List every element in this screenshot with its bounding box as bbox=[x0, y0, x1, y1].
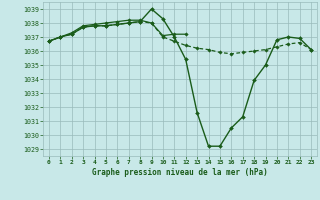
X-axis label: Graphe pression niveau de la mer (hPa): Graphe pression niveau de la mer (hPa) bbox=[92, 168, 268, 177]
